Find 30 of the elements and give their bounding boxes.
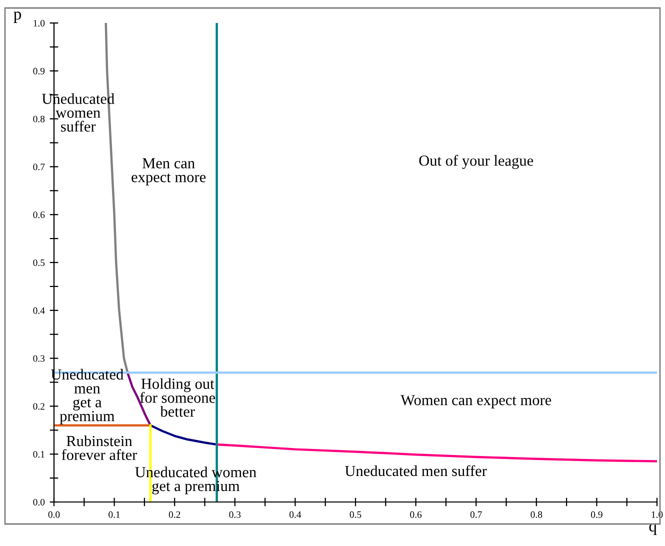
- x-tick-label: 0.6: [410, 511, 422, 518]
- annotation: Women can expect more: [400, 395, 552, 408]
- y-tick-label: 0.1: [33, 451, 44, 458]
- annotation: Uneducated men suffer: [344, 465, 487, 476]
- y-tick-label: 0.6: [33, 212, 45, 218]
- line-series: [216, 443, 657, 462]
- line-series: [149, 424, 218, 446]
- y-tick-label: 0.7: [33, 164, 45, 170]
- x-tick-label: 0.1: [108, 511, 120, 518]
- x-tick-label: 0.2: [168, 511, 180, 518]
- x-tick-label: 0.3: [229, 511, 241, 518]
- x-tick-label: 0.4: [289, 511, 302, 518]
- y-axis-title: p: [14, 12, 22, 23]
- x-tick-label: 0.8: [530, 511, 542, 518]
- y-tick-label: 0.9: [33, 68, 45, 74]
- y-tick-label: 0.8: [33, 116, 45, 122]
- x-tick-label: 0.9: [590, 511, 602, 518]
- y-tick-label: 1.0: [34, 20, 45, 27]
- annotation: Rubinstein forever after: [62, 435, 138, 460]
- y-tick-label: 0.0: [33, 498, 45, 506]
- x-tick-label: 0.0: [48, 511, 60, 518]
- y-tick-label: 0.2: [33, 403, 44, 410]
- x-tick-label: 0.5: [350, 511, 362, 518]
- y-tick-label: 0.4: [33, 307, 45, 314]
- y-tick-label: 0.5: [33, 259, 45, 266]
- annotation: Out of your league: [419, 154, 534, 169]
- x-tick-label: 0.7: [470, 511, 482, 518]
- y-tick-label: 0.3: [33, 355, 45, 362]
- annotation: Holding out for someone better: [140, 378, 216, 417]
- annotation: Men can expect more: [132, 158, 206, 186]
